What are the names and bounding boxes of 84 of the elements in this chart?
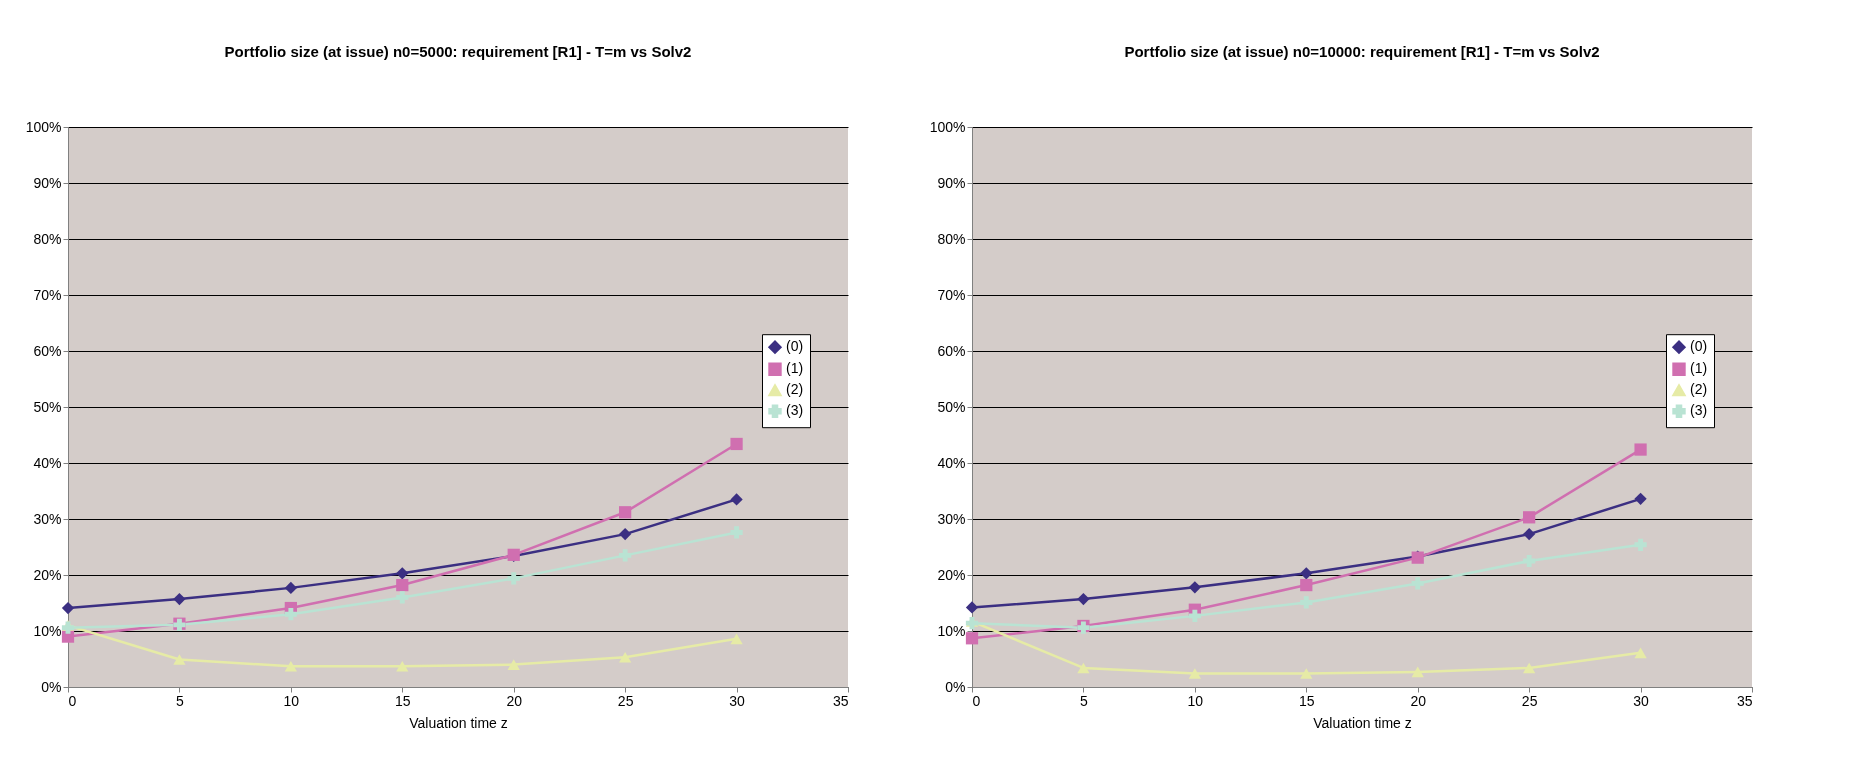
x-tick-label: 20 [1410, 692, 1427, 709]
legend-label: (0) [1690, 338, 1708, 355]
x-tick-label: 25 [1521, 692, 1538, 709]
point [1523, 511, 1536, 524]
y-tick-label: 30% [937, 510, 966, 527]
x-tick-label: 5 [176, 692, 185, 709]
y-tick-label: 0% [945, 678, 966, 695]
y-tick-label: 0% [41, 678, 62, 695]
y-tick-label: 80% [33, 230, 62, 247]
y-tick-label: 70% [937, 286, 966, 303]
point [1523, 528, 1536, 541]
legend-label: (2) [1690, 381, 1708, 398]
point [619, 549, 632, 562]
point [1188, 668, 1201, 679]
point [507, 572, 520, 585]
point [1300, 567, 1313, 580]
x-axis-title: Valuation time z [409, 714, 508, 731]
point [965, 601, 979, 614]
point [1411, 577, 1424, 590]
legend-label: (3) [1690, 402, 1708, 419]
point [619, 506, 632, 519]
point [1411, 666, 1424, 678]
y-tick-label: 50% [33, 398, 62, 415]
point [396, 591, 409, 604]
x-tick-label: 10 [283, 692, 300, 709]
x-tick-label: 10 [1187, 692, 1204, 709]
y-tick-label: 90% [33, 174, 62, 191]
point [284, 608, 297, 621]
point [1300, 578, 1313, 592]
y-tick-label: 60% [937, 342, 966, 359]
point [1300, 596, 1313, 609]
point [1300, 668, 1313, 679]
x-tick-label: 35 [832, 692, 849, 709]
point [173, 592, 186, 606]
point [284, 660, 297, 672]
point [1523, 554, 1536, 568]
point [1634, 492, 1647, 505]
x-tick-label: 25 [617, 692, 634, 709]
point [1077, 592, 1090, 606]
chart-title: Portfolio size (at issue) n0=5000: requirement [R1] - T=m vs Solv2 [224, 43, 692, 60]
x-tick-label: 20 [506, 692, 523, 709]
point [61, 601, 75, 615]
point [730, 437, 743, 451]
point [619, 652, 632, 663]
y-tick-label: 10% [33, 622, 62, 639]
legend-label: (2) [786, 381, 804, 398]
point [619, 528, 632, 541]
x-tick-label: 30 [1633, 692, 1650, 709]
y-tick-label: 100% [929, 118, 966, 135]
y-tick-label: 40% [937, 454, 966, 471]
y-tick-label: 20% [33, 566, 62, 583]
x-tick-label: 0 [68, 692, 77, 709]
point [1523, 662, 1536, 674]
point [396, 660, 409, 672]
y-tick-label: 10% [937, 622, 966, 639]
legend-label: (1) [786, 360, 804, 377]
point [1634, 538, 1647, 551]
x-tick-label: 15 [395, 692, 411, 709]
y-tick-label: 30% [33, 510, 62, 527]
x-tick-label: 35 [1736, 692, 1753, 709]
point [507, 659, 520, 670]
point [1188, 609, 1201, 622]
x-axis-title: Valuation time z [1313, 714, 1412, 731]
y-tick-label: 90% [937, 174, 966, 191]
x-tick-label: 0 [972, 692, 981, 709]
legend-label: (0) [786, 338, 804, 355]
point [396, 567, 409, 580]
y-tick-label: 40% [33, 454, 62, 471]
legend-label: (1) [1690, 360, 1708, 377]
legend-label: (3) [786, 402, 804, 419]
y-tick-label: 50% [937, 398, 966, 415]
chart-title: Portfolio size (at issue) n0=10000: requirement [R1] - T=m vs Solv2 [1124, 43, 1600, 60]
point [965, 632, 979, 645]
y-tick-label: 100% [25, 118, 62, 135]
x-tick-label: 30 [729, 692, 746, 709]
y-tick-label: 20% [937, 566, 966, 583]
y-tick-label: 80% [937, 230, 966, 247]
point [284, 581, 297, 594]
y-tick-label: 70% [33, 286, 62, 303]
x-tick-label: 15 [1299, 692, 1315, 709]
point [396, 578, 409, 592]
y-tick-label: 60% [33, 342, 62, 359]
x-tick-label: 5 [1080, 692, 1089, 709]
point [1188, 581, 1201, 594]
